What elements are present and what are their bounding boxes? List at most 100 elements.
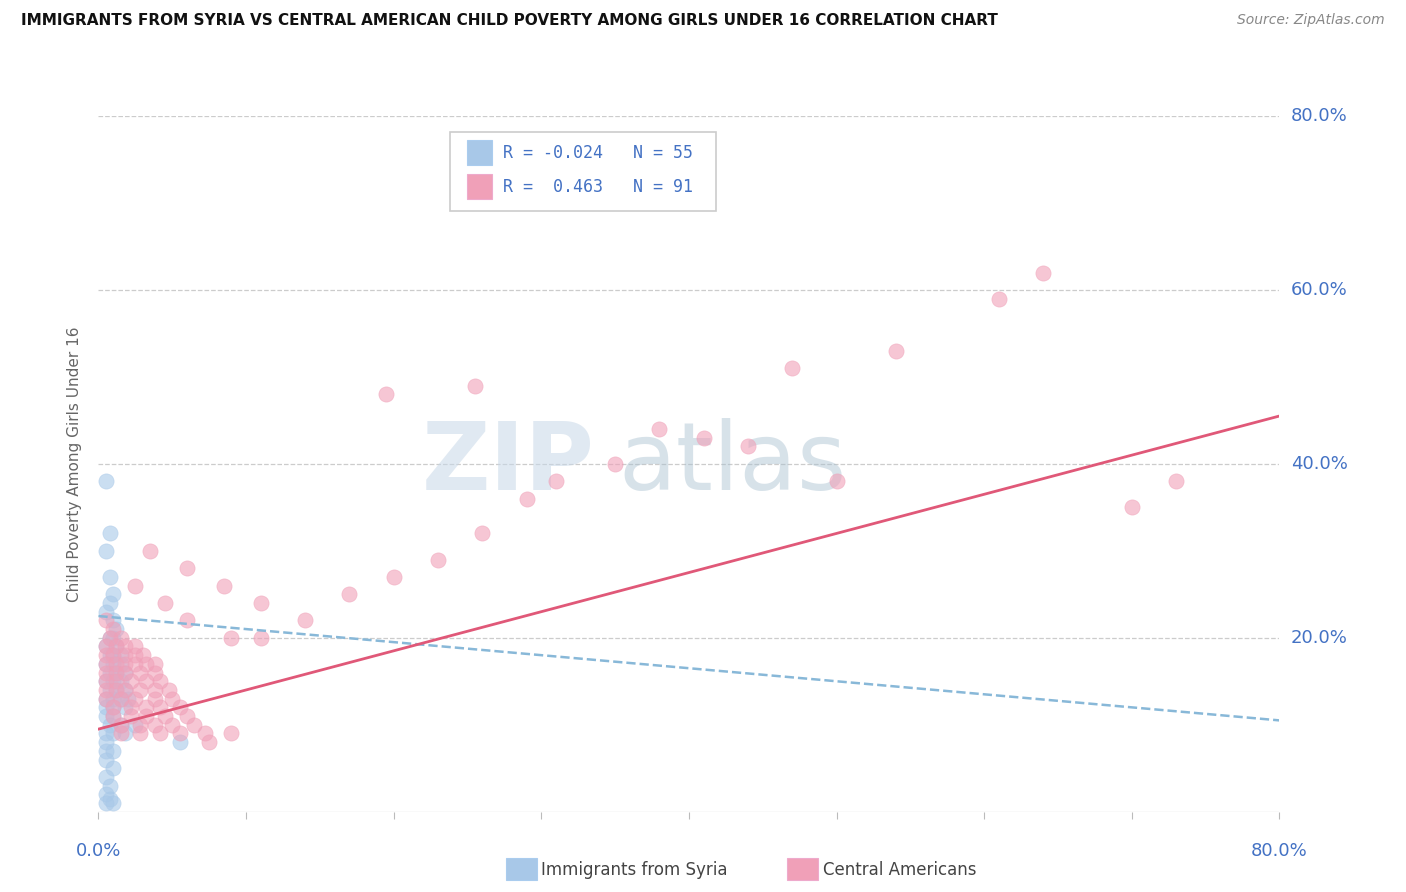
Point [103, 761, 125, 775]
Point [105, 683, 128, 698]
Text: 0.0%: 0.0% [76, 842, 121, 860]
Point [219, 726, 242, 740]
Point [103, 700, 125, 714]
Point [94, 796, 117, 810]
Point [103, 796, 125, 810]
Point [103, 648, 125, 662]
Point [98, 683, 121, 698]
Point [110, 657, 132, 671]
Point [114, 640, 136, 654]
Point [105, 665, 128, 680]
Point [987, 292, 1010, 306]
Point [153, 709, 176, 723]
Point [105, 657, 128, 671]
Point [103, 691, 125, 706]
Point [1121, 500, 1143, 515]
Point [212, 578, 235, 592]
Point [110, 717, 132, 731]
Point [98, 648, 121, 662]
Point [162, 717, 183, 731]
Point [103, 631, 125, 645]
Point [375, 387, 398, 401]
Point [98, 526, 121, 541]
Point [176, 561, 198, 575]
Point [124, 691, 146, 706]
Point [149, 674, 172, 689]
Point [114, 665, 136, 680]
Point [103, 587, 125, 601]
Point [143, 683, 166, 698]
Point [103, 657, 125, 671]
Point [114, 700, 136, 714]
Point [120, 700, 142, 714]
Point [98, 717, 121, 731]
Point [183, 717, 205, 731]
Point [124, 640, 146, 654]
Point [110, 674, 132, 689]
Text: R = -0.024   N = 55: R = -0.024 N = 55 [503, 144, 693, 162]
Point [544, 474, 567, 488]
Point [143, 665, 166, 680]
Point [94, 788, 117, 801]
Point [737, 440, 759, 454]
Point [128, 717, 150, 731]
Point [103, 648, 125, 662]
Text: Source: ZipAtlas.com: Source: ZipAtlas.com [1237, 13, 1385, 28]
Point [198, 735, 221, 749]
Point [337, 587, 360, 601]
Point [94, 753, 117, 767]
Text: Central Americans: Central Americans [823, 861, 976, 879]
Point [94, 648, 117, 662]
Point [176, 709, 198, 723]
Point [128, 683, 150, 698]
Point [143, 717, 166, 731]
Point [94, 700, 117, 714]
Point [149, 726, 172, 740]
Point [105, 622, 128, 636]
Point [103, 622, 125, 636]
Point [94, 691, 117, 706]
Point [114, 665, 136, 680]
Point [782, 361, 804, 376]
Point [94, 474, 117, 488]
Point [143, 691, 166, 706]
Point [110, 648, 132, 662]
Point [94, 674, 117, 689]
Point [143, 657, 166, 671]
Point [169, 735, 191, 749]
Point [94, 770, 117, 784]
Point [110, 631, 132, 645]
Point [135, 674, 157, 689]
Point [103, 709, 125, 723]
Point [139, 543, 162, 558]
Point [153, 596, 176, 610]
Point [94, 614, 117, 628]
Point [114, 726, 136, 740]
Point [103, 674, 125, 689]
Point [124, 648, 146, 662]
Point [693, 431, 716, 445]
Text: 20.0%: 20.0% [1291, 629, 1347, 647]
Point [194, 726, 217, 740]
Point [110, 726, 132, 740]
Point [135, 700, 157, 714]
Point [98, 570, 121, 584]
Point [110, 691, 132, 706]
Point [515, 491, 537, 506]
Point [135, 709, 157, 723]
Point [103, 614, 125, 628]
Point [94, 709, 117, 723]
Point [132, 648, 155, 662]
Point [94, 657, 117, 671]
Point [103, 700, 125, 714]
Point [1164, 474, 1187, 488]
Point [105, 640, 128, 654]
Text: ZIP: ZIP [422, 417, 595, 510]
Text: 40.0%: 40.0% [1291, 455, 1347, 473]
Point [105, 674, 128, 689]
Text: R =  0.463   N = 91: R = 0.463 N = 91 [503, 178, 693, 196]
Point [250, 631, 273, 645]
Point [94, 683, 117, 698]
Point [103, 709, 125, 723]
Point [1032, 266, 1054, 280]
